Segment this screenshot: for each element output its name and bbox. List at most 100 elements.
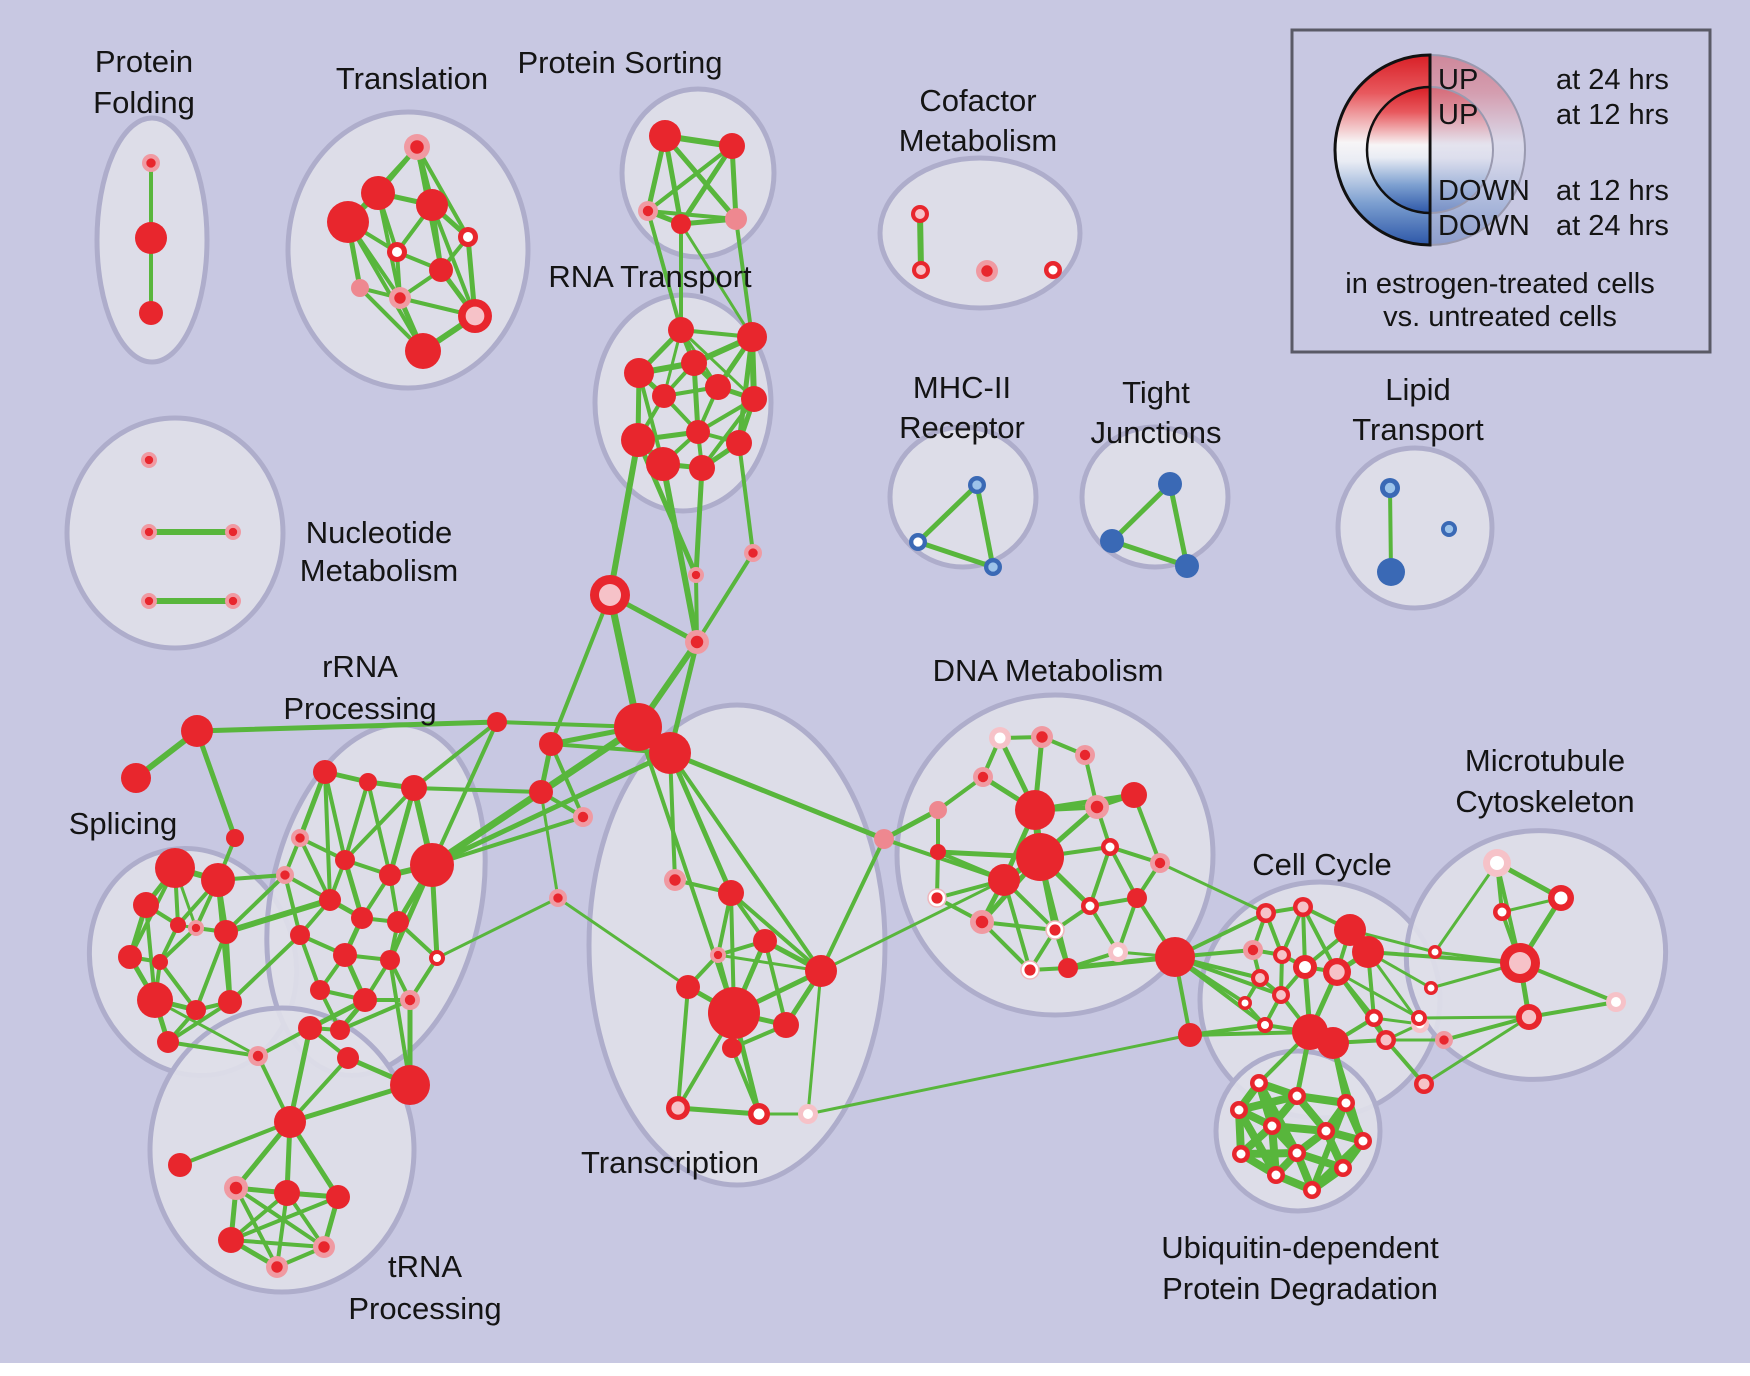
node-bl — [984, 558, 1002, 576]
cluster-label-transcription: Transcription — [581, 1145, 759, 1180]
edge — [1255, 1079, 1301, 1157]
node-r — [1155, 937, 1195, 977]
node-r — [290, 925, 310, 945]
link-edge — [153, 998, 260, 1058]
legend-time-label: at 24 hrs — [1556, 210, 1669, 242]
cluster-label-splicing: Splicing — [69, 806, 178, 841]
cluster-label-mhc: MHC-II — [913, 370, 1011, 405]
node-rw — [748, 1103, 770, 1125]
cluster-label-lipid: Lipid — [1385, 372, 1451, 407]
cluster-label-trna: Processing — [348, 1291, 501, 1326]
node-r — [416, 189, 448, 221]
link-edge — [819, 837, 886, 973]
node-rw — [1101, 838, 1119, 856]
edge — [915, 482, 980, 545]
link-edge — [734, 217, 754, 339]
edge — [234, 1186, 279, 1269]
link-edge — [1331, 1041, 1365, 1143]
node-r — [649, 120, 681, 152]
node-r — [614, 703, 662, 751]
node-r — [718, 880, 744, 906]
node-rw — [1044, 261, 1062, 279]
node-r — [1127, 888, 1147, 908]
node-r — [1334, 914, 1366, 946]
node-r — [487, 712, 507, 732]
node-pr — [141, 452, 157, 468]
node-r — [157, 1031, 179, 1053]
node-r — [737, 322, 767, 352]
node-rp — [911, 205, 929, 223]
edge — [917, 211, 924, 273]
link-edge — [412, 720, 499, 790]
node-r — [380, 950, 400, 970]
cluster-labels: Protein Folding Translation Protein Sorting… — [69, 44, 1635, 1326]
node-pr — [685, 630, 709, 654]
cluster-label-nucleotide: Metabolism — [300, 553, 459, 588]
node-rp — [1323, 958, 1351, 986]
node-r — [1352, 936, 1384, 968]
edge — [1442, 1015, 1531, 1042]
link-edge — [1158, 861, 1268, 915]
node-rw — [1365, 1009, 1383, 1027]
node-pr — [664, 869, 686, 891]
node-r — [319, 889, 341, 911]
node-r — [214, 920, 238, 944]
edge — [287, 1082, 413, 1125]
node-r — [646, 447, 680, 481]
edge — [343, 780, 370, 862]
edge — [730, 1046, 761, 1116]
link-edge — [1335, 970, 1421, 1020]
node-r — [805, 955, 837, 987]
node-r — [676, 975, 700, 999]
node-rw — [429, 950, 445, 966]
edge — [679, 328, 756, 401]
node-rw — [1257, 1017, 1273, 1033]
edge — [283, 873, 302, 937]
legend-box — [1290, 28, 1712, 354]
node-b — [1175, 554, 1199, 578]
node-r — [201, 863, 235, 897]
node-rw — [1250, 1074, 1268, 1092]
node-r — [705, 374, 731, 400]
link-edge — [806, 1033, 1192, 1116]
cluster-label-cofactor: Cofactor — [919, 83, 1036, 118]
edge — [646, 144, 734, 213]
node-b — [1100, 529, 1124, 553]
node-rw — [1263, 1117, 1281, 1135]
cluster-label-cofactor: Metabolism — [899, 123, 1058, 158]
node-pr — [389, 287, 411, 309]
node-p — [929, 801, 947, 819]
node-rw — [1334, 1159, 1352, 1177]
link-edge — [166, 1040, 260, 1058]
node-pr — [1435, 1031, 1453, 1049]
node-r — [298, 1016, 322, 1040]
link-edge — [636, 725, 736, 1015]
node-pr — [266, 1256, 288, 1278]
edge — [1088, 845, 1112, 908]
node-bw — [909, 533, 927, 551]
edge — [366, 780, 392, 877]
node-r — [621, 423, 655, 457]
node-rp — [458, 299, 492, 333]
edge — [229, 1238, 326, 1249]
edge — [1417, 1015, 1531, 1020]
node-pw — [1606, 992, 1626, 1012]
node-rw — [1428, 945, 1442, 959]
node-pr — [970, 910, 994, 934]
node-r — [218, 1227, 244, 1253]
node-rw — [1548, 885, 1574, 911]
node-pw — [1483, 849, 1511, 877]
node-r — [326, 1185, 350, 1209]
node-rw — [1238, 996, 1252, 1010]
node-r — [668, 317, 694, 343]
node-r — [429, 258, 453, 282]
edge — [675, 1105, 762, 1117]
node-rp — [1293, 897, 1313, 917]
cluster-label-tight-junctions: Tight — [1122, 375, 1190, 410]
node-r — [333, 943, 357, 967]
node-r — [405, 333, 441, 369]
node-pr — [1085, 795, 1109, 819]
link-edge — [646, 209, 683, 332]
edge — [549, 742, 585, 819]
node-wr — [1045, 920, 1065, 940]
